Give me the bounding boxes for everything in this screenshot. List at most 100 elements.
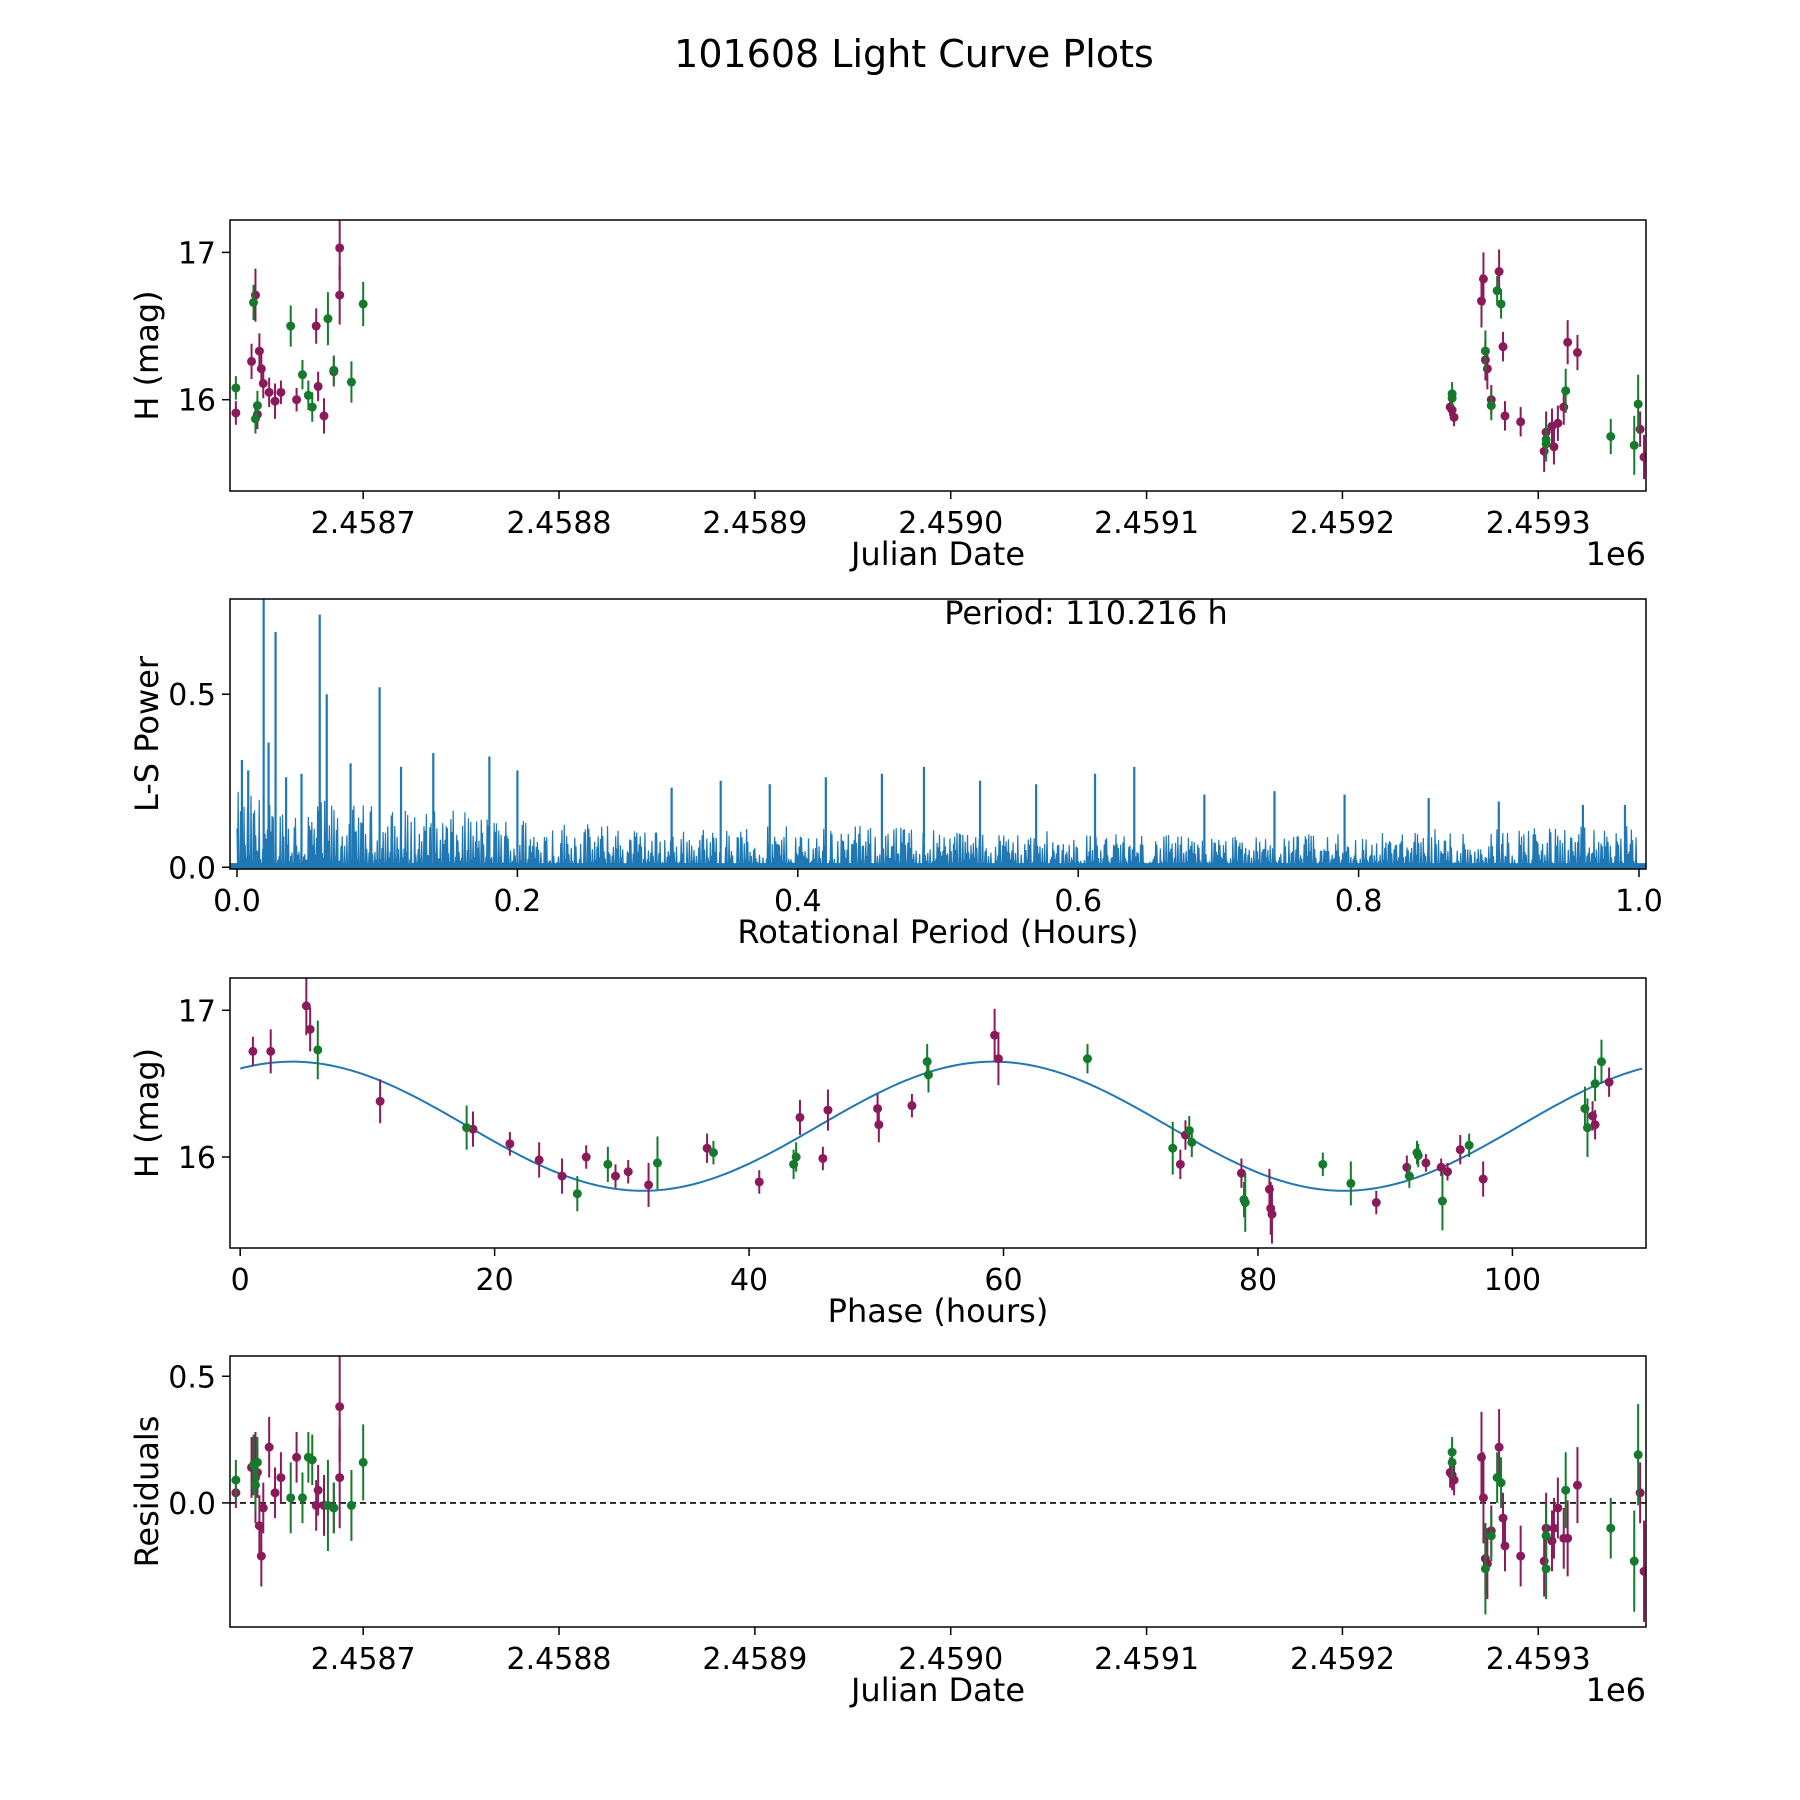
data-point: [603, 1159, 613, 1169]
x-tick-label: 2.4593: [1486, 1642, 1591, 1677]
lightcurve-plot-area: [231, 220, 1646, 480]
y-tick-label: 17: [178, 994, 216, 1029]
x-axis-label: Julian Date: [849, 535, 1025, 573]
data-point: [264, 387, 274, 397]
data-point: [1476, 1452, 1486, 1462]
residuals-plot-area: [230, 1356, 1646, 1622]
green-series: [231, 1404, 1643, 1615]
data-point: [297, 370, 307, 380]
data-point: [1596, 1057, 1606, 1067]
data-point: [231, 1475, 241, 1485]
data-point: [1561, 386, 1571, 396]
x-tick-label: 0: [231, 1263, 250, 1298]
data-point: [266, 1046, 276, 1056]
data-point: [534, 1155, 544, 1165]
data-point: [1561, 1485, 1571, 1495]
x-tick-label: 2.4590: [898, 506, 1003, 541]
data-point: [1553, 1503, 1563, 1513]
y-axis-label: H (mag): [128, 290, 166, 420]
data-point: [305, 1024, 315, 1034]
data-point: [252, 401, 262, 411]
data-point: [1572, 1480, 1582, 1490]
x-tick-label: 1.0: [1615, 884, 1663, 919]
data-point: [652, 1158, 662, 1168]
y-tick-label: 16: [178, 384, 216, 419]
phased-frame: [229, 977, 1647, 1249]
data-point: [231, 408, 241, 418]
x-tick-label: 2.4588: [507, 1642, 612, 1677]
data-point: [270, 396, 280, 406]
data-point: [1541, 1531, 1551, 1541]
y-tick-label: 0.0: [168, 851, 216, 886]
x-tick-label: 2.4589: [702, 506, 807, 541]
data-point: [256, 364, 266, 374]
x-tick-label: 2.4587: [311, 1642, 416, 1677]
data-point: [1371, 1198, 1381, 1208]
data-point: [795, 1112, 805, 1122]
data-point: [301, 1001, 311, 1011]
purple-series: [248, 978, 1614, 1244]
data-point: [873, 1104, 883, 1114]
data-point: [358, 299, 368, 309]
data-point: [1498, 342, 1508, 352]
data-point: [993, 1054, 1003, 1064]
lightcurve-panel: 2.4587 2.4588 2.4589 2.4590 2.4591 2.4592 2.45…: [128, 219, 1647, 573]
data-point: [1541, 439, 1551, 449]
data-point: [247, 356, 257, 366]
data-point: [1629, 1556, 1639, 1566]
data-point: [1639, 1566, 1646, 1576]
data-point: [248, 1046, 258, 1056]
data-point: [1563, 337, 1573, 347]
data-point: [1421, 1158, 1431, 1168]
data-point: [1449, 1475, 1459, 1485]
data-point: [335, 243, 345, 253]
data-point: [1236, 1168, 1246, 1178]
data-point: [1500, 411, 1510, 421]
x-tick-label: 40: [730, 1263, 768, 1298]
data-point: [256, 1551, 266, 1561]
data-point: [644, 1180, 654, 1190]
x-axis-label: Rotational Period (Hours): [737, 913, 1138, 951]
y-tick-label: 0.0: [168, 1487, 216, 1522]
data-point: [462, 1123, 472, 1133]
x-tick-label: 0.0: [213, 884, 261, 919]
data-point: [292, 395, 302, 405]
data-point: [258, 378, 268, 388]
data-point: [1447, 393, 1457, 403]
y-axis-label: H (mag): [128, 1048, 166, 1178]
data-point: [270, 1488, 280, 1498]
data-point: [297, 1493, 307, 1503]
data-point: [258, 1503, 268, 1513]
data-point: [1187, 1137, 1197, 1147]
data-point: [1480, 1564, 1490, 1574]
y-axis-label: Residuals: [128, 1416, 166, 1568]
data-point: [1478, 274, 1488, 284]
sinusoid-fit-line: [239, 1060, 1643, 1192]
data-point: [581, 1152, 591, 1162]
data-point: [1553, 418, 1563, 428]
data-point: [702, 1143, 712, 1153]
data-point: [1486, 1531, 1496, 1541]
data-point: [1240, 1198, 1250, 1208]
data-point: [505, 1139, 515, 1149]
period-annotation: Period: 110.216 h: [944, 594, 1228, 632]
data-point: [250, 414, 260, 424]
data-point: [292, 1452, 302, 1462]
x-tick-label: 0.6: [1054, 884, 1102, 919]
x-tick-label: 2.4591: [1094, 1642, 1199, 1677]
ls-power-baseline: [230, 863, 1646, 869]
data-point: [1572, 348, 1582, 358]
data-point: [303, 390, 313, 400]
data-point: [307, 402, 317, 412]
lightcurve-frame: [229, 219, 1647, 492]
y-tick-label: 16: [178, 1141, 216, 1176]
x-tick-label: 2.4591: [1094, 506, 1199, 541]
y-tick-label: 0.5: [168, 678, 216, 713]
data-point: [1541, 1564, 1551, 1574]
data-point: [708, 1148, 718, 1158]
data-point: [1267, 1209, 1277, 1219]
data-point: [610, 1171, 620, 1181]
data-point: [1494, 1442, 1504, 1452]
data-point: [335, 290, 345, 300]
data-point: [791, 1152, 801, 1162]
